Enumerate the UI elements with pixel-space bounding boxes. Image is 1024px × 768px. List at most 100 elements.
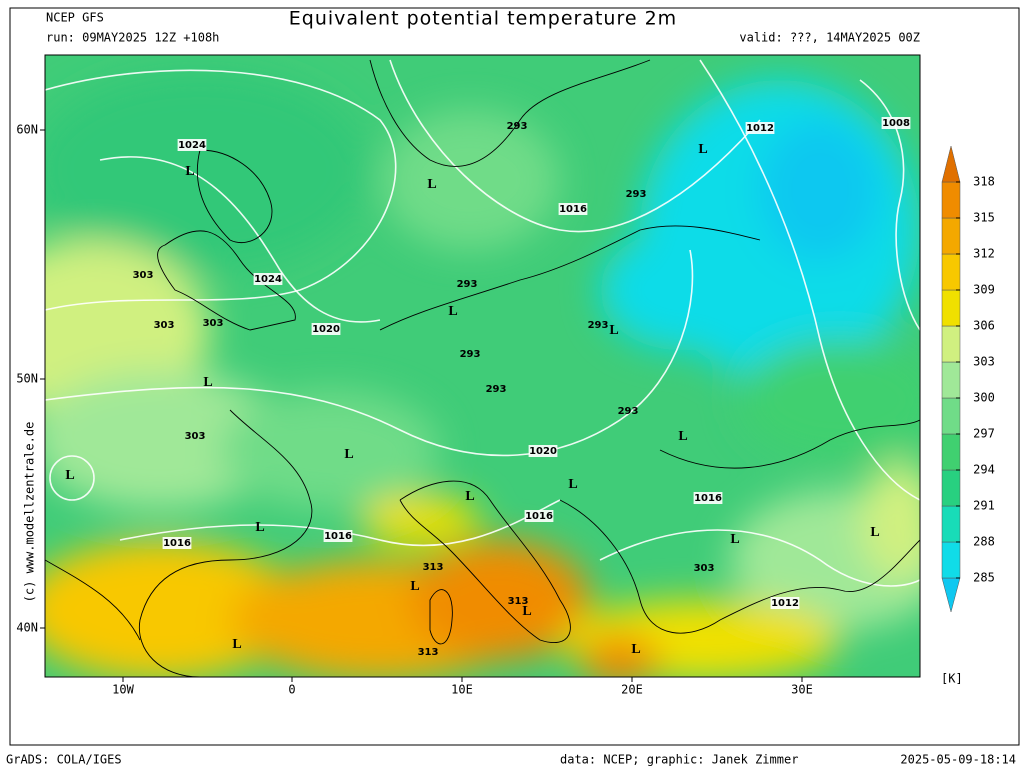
unit: [K] xyxy=(941,672,963,686)
isoline-label: 293 xyxy=(507,121,528,132)
label-bg xyxy=(524,510,554,522)
map-title: Equivalent potential temperature 2m xyxy=(289,8,677,30)
label-bg xyxy=(162,537,192,549)
label-bg xyxy=(770,597,800,609)
colorbar-high-cap xyxy=(941,145,961,183)
valid-time: valid: ???, 14MAY2025 00Z xyxy=(739,31,920,45)
low-marker: L xyxy=(448,304,457,319)
low-marker: L xyxy=(730,532,739,547)
label-bg xyxy=(253,273,283,285)
footer-left: GrADS: COLA/IGES xyxy=(6,753,122,767)
label-bg xyxy=(311,323,341,335)
isoline-label: 1016 xyxy=(694,493,722,504)
model: NCEP GFS xyxy=(46,11,104,25)
isoline-label: 1020 xyxy=(529,446,557,457)
low-marker: L xyxy=(185,164,194,179)
colorbar-segment xyxy=(941,289,961,327)
colorbar-segment xyxy=(941,325,961,363)
isoline-label: 1012 xyxy=(746,123,774,134)
isoline-label: 1016 xyxy=(559,204,587,215)
label-bg xyxy=(323,530,353,542)
isoline-label: 303 xyxy=(185,431,206,442)
low-marker: L xyxy=(678,429,687,444)
isoline-label: 303 xyxy=(154,320,175,331)
frame xyxy=(9,7,1020,746)
label-bg xyxy=(745,122,775,134)
isoline-label: 313 xyxy=(418,647,439,658)
lon-label: 10E xyxy=(451,683,473,697)
isoline-label: 313 xyxy=(423,562,444,573)
graticule xyxy=(40,129,803,682)
isoline-label: 1024 xyxy=(178,140,206,151)
isoline-label: 293 xyxy=(626,189,647,200)
isoline-label: 1016 xyxy=(163,538,191,549)
colorbar-label: 297 xyxy=(973,427,995,441)
colorbar-label: 309 xyxy=(973,283,995,297)
low-marker: L xyxy=(255,520,264,535)
isoline-label: 1020 xyxy=(312,324,340,335)
low-marker: L xyxy=(203,375,212,390)
lat-label: 50N xyxy=(16,372,38,386)
colorbar-segment xyxy=(941,541,961,579)
colorbar-label: 318 xyxy=(973,175,995,189)
run-info: run: 09MAY2025 12Z +108h xyxy=(46,31,219,45)
low-marker: L xyxy=(698,142,707,157)
low-marker: L xyxy=(65,468,74,483)
lon-label: 30E xyxy=(791,683,813,697)
colorbar-segment xyxy=(941,217,961,255)
low-marker: L xyxy=(522,604,531,619)
isoline-label: 1016 xyxy=(525,511,553,522)
colorbar-label: 312 xyxy=(973,247,995,261)
colorbar-segment xyxy=(941,397,961,435)
isoline-label: 313 xyxy=(508,596,529,607)
footer-center: data: NCEP; graphic: Janek Zimmer xyxy=(560,753,798,767)
label-bg xyxy=(177,139,207,151)
colorbar-label: 285 xyxy=(973,571,995,585)
isoline-label: 1012 xyxy=(771,598,799,609)
isoline-label: 293 xyxy=(486,384,507,395)
label-bg xyxy=(693,492,723,504)
label-bg xyxy=(881,117,911,129)
colorbar-label: 315 xyxy=(973,211,995,225)
label-bg xyxy=(558,203,588,215)
label-bg xyxy=(528,445,558,457)
colorbar-segment xyxy=(941,505,961,543)
low-marker: L xyxy=(427,177,436,192)
low-marker: L xyxy=(568,477,577,492)
colorbar-segment xyxy=(941,433,961,471)
lon-label: 0 xyxy=(288,683,295,697)
low-marker: L xyxy=(465,489,474,504)
isoline-label: 303 xyxy=(694,563,715,574)
colorbar-label: 303 xyxy=(973,355,995,369)
isoline-label: 303 xyxy=(133,270,154,281)
map-field xyxy=(45,55,920,677)
lon-label: 10W xyxy=(112,683,134,697)
isoline-label: 293 xyxy=(460,349,481,360)
lat-label: 60N xyxy=(16,123,38,137)
colorbar-segment xyxy=(941,181,961,219)
isoline-label: 293 xyxy=(588,320,609,331)
colorbar-low-cap xyxy=(941,577,961,613)
low-marker: L xyxy=(870,525,879,540)
colorbar-label: 306 xyxy=(973,319,995,333)
colorbar-label: 300 xyxy=(973,391,995,405)
map-border xyxy=(44,54,921,678)
isoline-label: 293 xyxy=(618,406,639,417)
colorbar-segment xyxy=(941,253,961,291)
isoline-label: 1024 xyxy=(254,274,282,285)
colorbar-segment xyxy=(941,361,961,399)
isoline-label: 303 xyxy=(203,318,224,329)
lon-label: 20E xyxy=(621,683,643,697)
low-marker: L xyxy=(631,642,640,657)
low-marker: L xyxy=(232,637,241,652)
footer-right: 2025-05-09-18:14 xyxy=(900,753,1016,767)
colorbar-label: 291 xyxy=(973,499,995,513)
isoline-label: 1008 xyxy=(882,118,910,129)
low-marker: L xyxy=(344,447,353,462)
isoline-label: 293 xyxy=(457,279,478,290)
low-marker: L xyxy=(410,579,419,594)
colorbar-label: 288 xyxy=(973,535,995,549)
colorbar-label: 294 xyxy=(973,463,995,477)
isoline-label: 1016 xyxy=(324,531,352,542)
